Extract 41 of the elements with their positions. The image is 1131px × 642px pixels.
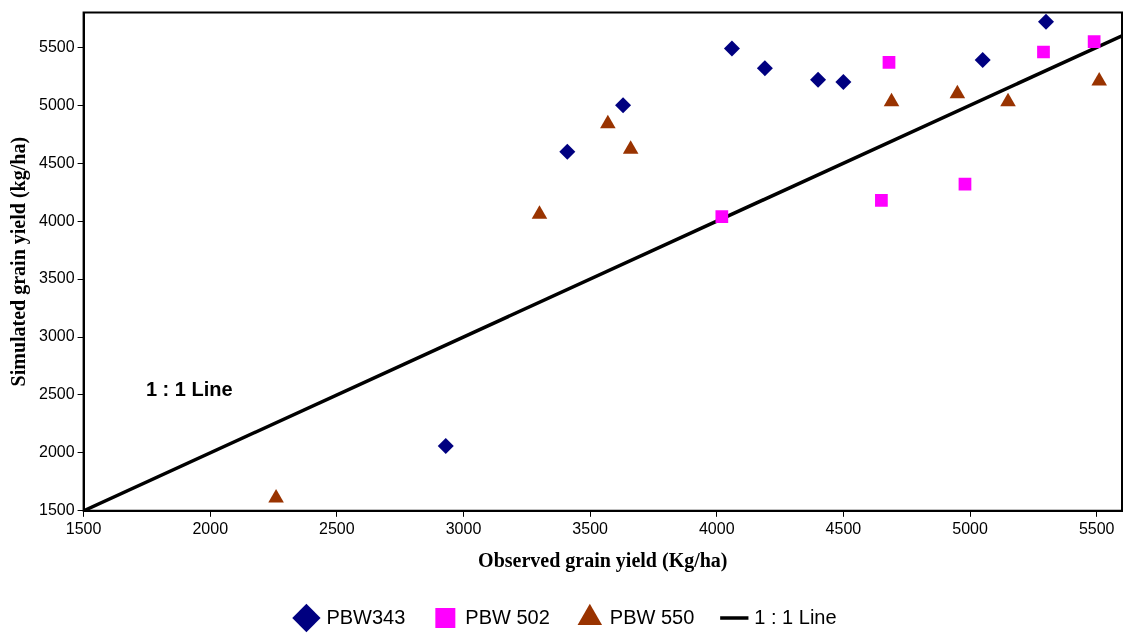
x-tick-label: 2500 (319, 519, 355, 537)
point (875, 193, 888, 207)
point (715, 210, 729, 223)
y-axis-title: Simulated grain yield (kg/ha) (7, 136, 31, 387)
point (437, 437, 454, 454)
point (756, 60, 773, 77)
legend-label: PBW343 (326, 605, 406, 628)
x-tick-label: 4500 (825, 519, 862, 537)
y-tick-label: 2000 (39, 443, 75, 461)
y-tick-label: 5500 (39, 37, 75, 55)
point (882, 56, 896, 69)
x-tick-label: 5500 (1078, 519, 1115, 537)
point (974, 52, 991, 69)
point (1037, 45, 1050, 59)
y-tick-label: 3000 (39, 327, 75, 345)
x-tick-label: 4000 (698, 519, 735, 537)
point (810, 71, 827, 88)
annotation: 1 : 1 Line (145, 378, 233, 401)
x-axis-title: Observed grain yield (Kg/ha) (478, 549, 728, 573)
legend-label: PBW 550 (609, 605, 695, 628)
point (1087, 35, 1101, 48)
y-tick-label: 3500 (39, 269, 75, 287)
point (615, 97, 632, 114)
legend-label: 1 : 1 Line (754, 605, 837, 628)
y-tick-label: 2500 (39, 385, 75, 403)
y-tick-label: 4500 (39, 153, 75, 171)
x-tick-label: 3000 (445, 519, 482, 537)
point (1038, 13, 1055, 30)
y-tick-label: 5000 (39, 95, 75, 113)
point (835, 74, 852, 91)
y-tick-label: 1500 (39, 501, 75, 519)
x-tick-label: 2000 (192, 519, 229, 537)
point (531, 205, 548, 219)
point (559, 143, 576, 160)
x-tick-label: 3500 (572, 519, 609, 537)
point (268, 489, 284, 503)
legend-label: PBW 502 (465, 605, 550, 628)
y-tick-label: 4000 (39, 211, 75, 229)
point (723, 40, 740, 57)
x-tick-label: 1500 (65, 519, 102, 537)
x-tick-label: 5000 (952, 519, 988, 537)
